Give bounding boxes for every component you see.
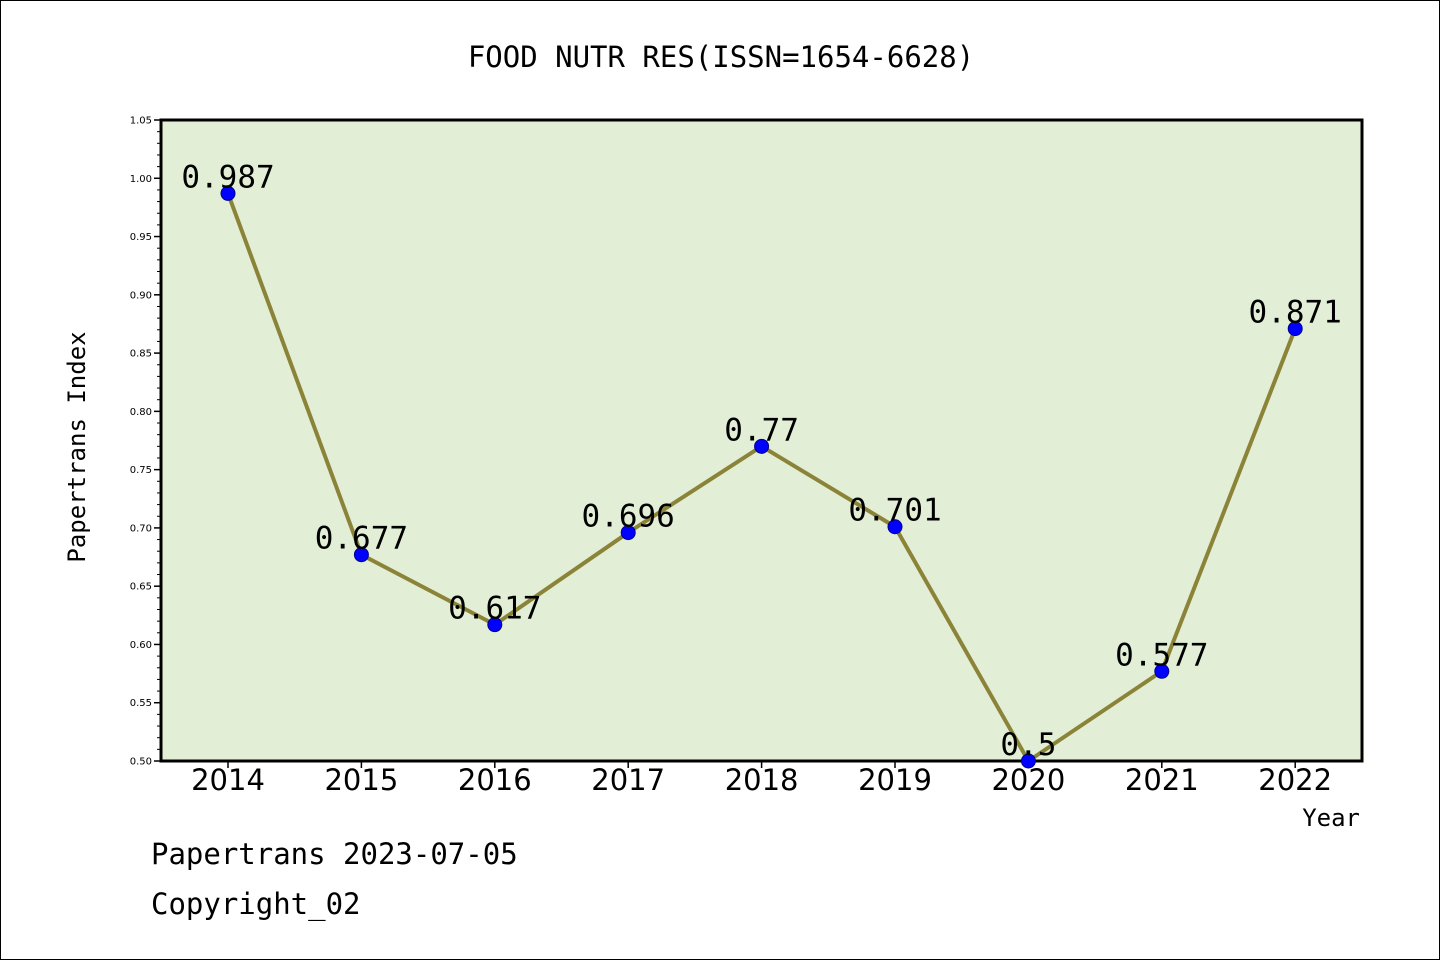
data-point <box>1154 663 1170 679</box>
data-point <box>1020 753 1036 769</box>
data-point <box>754 438 770 454</box>
data-point <box>220 185 236 201</box>
data-label: 0.577 <box>1115 637 1208 673</box>
x-tick-label: 2019 <box>858 763 932 797</box>
data-label: 0.987 <box>181 159 274 195</box>
y-tick-label: 0.55 <box>130 698 152 709</box>
data-label: 0.5 <box>1000 727 1056 763</box>
data-point <box>353 547 369 563</box>
data-label: 0.617 <box>448 591 541 627</box>
y-axis-ticks <box>154 119 161 762</box>
data-label: 0.696 <box>582 499 675 535</box>
y-tick-label: 0.90 <box>130 290 152 301</box>
x-tick-label: 2017 <box>591 763 665 797</box>
y-tick-label: 0.95 <box>130 232 152 243</box>
footer-copyright-line: Copyright_02 <box>151 887 361 922</box>
x-tick-label: 2015 <box>324 763 398 797</box>
data-point <box>1287 321 1303 337</box>
y-tick-label: 1.00 <box>130 174 152 185</box>
x-tick-label: 2022 <box>1258 763 1332 797</box>
x-tick-label: 2018 <box>725 763 799 797</box>
x-axis-tick-labels: 2014 2015 2016 2017 2018 2019 2020 2021 2022 <box>191 763 1332 797</box>
data-label: 0.77 <box>724 412 799 448</box>
y-tick-label: 1.05 <box>130 116 152 127</box>
y-tick-label: 0.65 <box>130 582 152 593</box>
y-axis-label: Papertrans Index <box>63 331 91 562</box>
data-points <box>220 185 1303 769</box>
x-tick-label: 2016 <box>458 763 532 797</box>
data-point <box>620 525 636 541</box>
footer-source-line: Papertrans 2023-07-05 <box>151 837 518 871</box>
data-label: 0.871 <box>1249 295 1342 331</box>
y-axis-tick-labels: 0.50 0.55 0.60 0.65 0.70 0.75 0.80 0.85 0.90 0.95… <box>130 116 152 768</box>
x-axis-ticks <box>227 761 1296 768</box>
y-tick-label: 0.60 <box>130 640 152 651</box>
chart-title: FOOD NUTR RES(ISSN=1654-6628) <box>468 40 974 74</box>
x-tick-label: 2021 <box>1125 763 1199 797</box>
data-point <box>887 519 903 535</box>
y-tick-label: 0.70 <box>130 523 152 534</box>
data-label: 0.677 <box>315 521 408 557</box>
y-tick-label: 0.75 <box>130 465 152 476</box>
x-axis-label: Year <box>1302 804 1360 832</box>
y-tick-label: 0.85 <box>130 349 152 360</box>
data-labels: 0.987 0.677 0.617 0.696 0.77 0.701 0.5 0.577 0.8… <box>181 159 1342 763</box>
x-tick-label: 2014 <box>191 763 265 797</box>
y-tick-label: 0.50 <box>130 757 152 768</box>
data-point <box>487 617 503 633</box>
y-tick-label: 0.80 <box>130 407 152 418</box>
data-label: 0.701 <box>848 493 941 529</box>
x-tick-label: 2020 <box>991 763 1065 797</box>
